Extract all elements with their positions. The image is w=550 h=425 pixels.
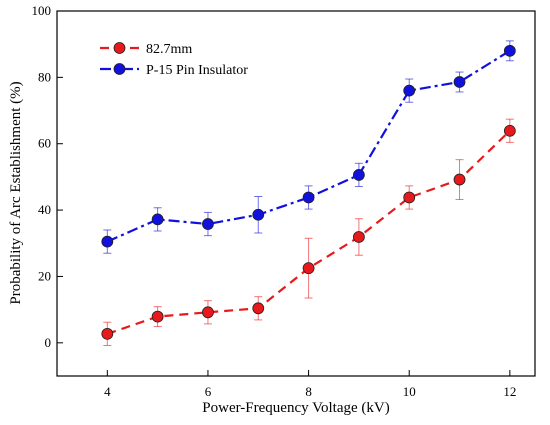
data-point [101,235,114,248]
plot-frame [56,10,536,377]
y-tick-label: 0 [45,335,52,350]
data-point [202,306,214,319]
y-tick-label: 80 [38,69,51,84]
x-tick-label: 12 [503,384,516,399]
x-tick-label: 4 [104,384,111,399]
data-point [453,76,466,88]
data-point [352,169,365,181]
data-point [453,173,466,186]
legend-marker [113,63,126,75]
legend-label: P-15 Pin Insulator [146,63,248,78]
data-point [302,262,315,275]
x-axis-title: Power-Frequency Voltage (kV) [202,400,389,416]
data-point [252,302,265,315]
x-tick-label: 10 [403,384,416,399]
data-point [352,231,365,243]
series-line [106,49,511,243]
y-tick-label: 60 [38,136,51,151]
x-tick-label: 6 [205,384,212,399]
data-point [101,327,114,340]
data-point [302,191,315,204]
data-point [151,310,164,323]
y-tick-label: 20 [38,268,51,283]
data-points-layer [101,44,516,340]
legend-marker [113,42,126,54]
data-point [403,191,416,204]
axis-ticks-layer: 4 6 8 10 12 0 20 40 60 80 100 [32,3,517,399]
series-line [106,130,511,335]
y-tick-label: 100 [32,3,52,18]
data-point [151,213,164,226]
data-point [503,44,516,57]
data-point [252,208,265,221]
legend: 82.7mm P-15 Pin Insulator [100,42,248,78]
y-axis-title: Probability of Arc Establishment (%) [8,81,24,304]
x-tick-label: 8 [305,384,312,399]
data-point [403,84,416,97]
legend-label: 82.7mm [146,42,192,57]
y-tick-label: 40 [38,202,51,217]
data-point [503,124,516,137]
data-point [202,218,214,230]
